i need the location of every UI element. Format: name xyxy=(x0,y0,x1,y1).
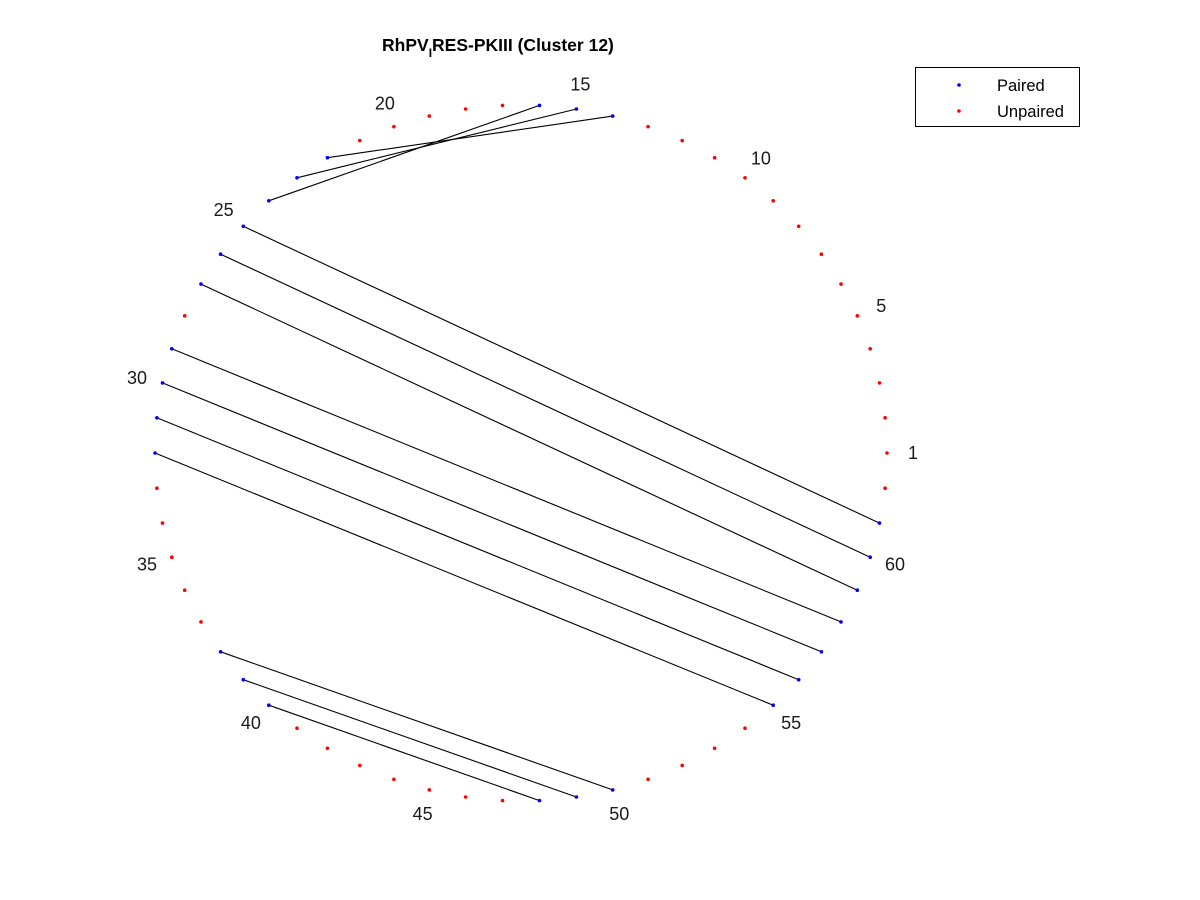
unpaired-dot-45 xyxy=(428,788,432,792)
unpaired-dot-52 xyxy=(680,764,684,768)
unpaired-dot-12 xyxy=(680,139,684,143)
paired-dot-59 xyxy=(856,588,860,592)
position-label-55: 55 xyxy=(781,713,801,733)
legend: Paired Unpaired xyxy=(916,68,1080,127)
paired-dot-40 xyxy=(267,703,271,707)
paired-dot-24 xyxy=(267,199,271,203)
position-label-25: 25 xyxy=(214,200,234,220)
unpaired-dot-33 xyxy=(155,486,159,490)
position-label-20: 20 xyxy=(375,94,395,114)
legend-marker-paired xyxy=(957,83,961,87)
paired-dot-30 xyxy=(161,381,165,385)
position-label-10: 10 xyxy=(751,148,771,168)
paired-dot-25 xyxy=(242,225,246,229)
paired-dot-56 xyxy=(797,678,801,682)
position-label-30: 30 xyxy=(127,368,147,388)
unpaired-dot-17 xyxy=(501,104,505,108)
unpaired-dot-54 xyxy=(743,726,747,730)
unpaired-dot-20 xyxy=(392,125,396,129)
paired-dot-23 xyxy=(295,176,299,180)
paired-dot-29 xyxy=(170,347,174,351)
unpaired-dot-18 xyxy=(464,107,468,111)
position-label-45: 45 xyxy=(413,804,433,824)
unpaired-dot-4 xyxy=(868,347,872,351)
unpaired-dot-37 xyxy=(199,620,203,624)
paired-dot-58 xyxy=(839,620,843,624)
legend-label-paired: Paired xyxy=(997,77,1045,95)
paired-dot-31 xyxy=(155,416,159,420)
unpaired-dot-53 xyxy=(713,747,717,751)
paired-dot-26 xyxy=(219,252,223,256)
position-label-1: 1 xyxy=(908,443,918,463)
unpaired-dot-8 xyxy=(797,225,801,229)
paired-dot-22 xyxy=(326,156,330,160)
paired-dot-15 xyxy=(575,107,579,111)
paired-dot-16 xyxy=(538,104,542,108)
unpaired-dot-3 xyxy=(878,381,882,385)
unpaired-dot-46 xyxy=(464,795,468,799)
unpaired-dot-9 xyxy=(771,199,775,203)
position-label-15: 15 xyxy=(570,75,590,95)
position-label-60: 60 xyxy=(885,555,905,575)
unpaired-dot-11 xyxy=(713,156,717,160)
paired-dot-55 xyxy=(771,703,775,707)
paired-dot-38 xyxy=(219,650,223,654)
paired-dot-27 xyxy=(199,282,203,286)
unpaired-dot-42 xyxy=(326,747,330,751)
paired-dot-57 xyxy=(820,650,824,654)
unpaired-dot-6 xyxy=(839,282,843,286)
unpaired-dot-19 xyxy=(428,114,432,118)
unpaired-dot-36 xyxy=(183,588,187,592)
position-label-40: 40 xyxy=(241,713,261,733)
chart-title-prefix: RhPV xyxy=(382,35,429,55)
unpaired-dot-41 xyxy=(295,726,299,730)
paired-dot-39 xyxy=(242,678,246,682)
unpaired-dot-51 xyxy=(646,778,650,782)
unpaired-dot-1 xyxy=(885,451,889,455)
unpaired-dot-21 xyxy=(358,139,362,143)
legend-label-unpaired: Unpaired xyxy=(997,103,1064,121)
unpaired-dot-47 xyxy=(501,799,505,803)
paired-dot-49 xyxy=(575,795,579,799)
legend-marker-unpaired xyxy=(957,109,961,113)
unpaired-dot-13 xyxy=(646,125,650,129)
position-label-5: 5 xyxy=(876,296,886,316)
unpaired-dot-43 xyxy=(358,764,362,768)
paired-dot-61 xyxy=(878,521,882,525)
unpaired-dot-7 xyxy=(820,252,824,256)
position-label-35: 35 xyxy=(137,555,157,575)
chart-title-suffix: RES-PKIII (Cluster 12) xyxy=(432,35,614,55)
paired-dot-14 xyxy=(611,114,615,118)
paired-dot-32 xyxy=(153,451,157,455)
paired-dot-48 xyxy=(538,799,542,803)
position-label-50: 50 xyxy=(609,804,629,824)
unpaired-dot-28 xyxy=(183,314,187,318)
unpaired-dot-2 xyxy=(883,416,887,420)
paired-dot-50 xyxy=(611,788,615,792)
unpaired-dot-10 xyxy=(743,176,747,180)
unpaired-dot-34 xyxy=(161,521,165,525)
unpaired-dot-62 xyxy=(883,486,887,490)
unpaired-dot-5 xyxy=(856,314,860,318)
unpaired-dot-35 xyxy=(170,555,174,559)
paired-dot-60 xyxy=(868,555,872,559)
unpaired-dot-44 xyxy=(392,778,396,782)
